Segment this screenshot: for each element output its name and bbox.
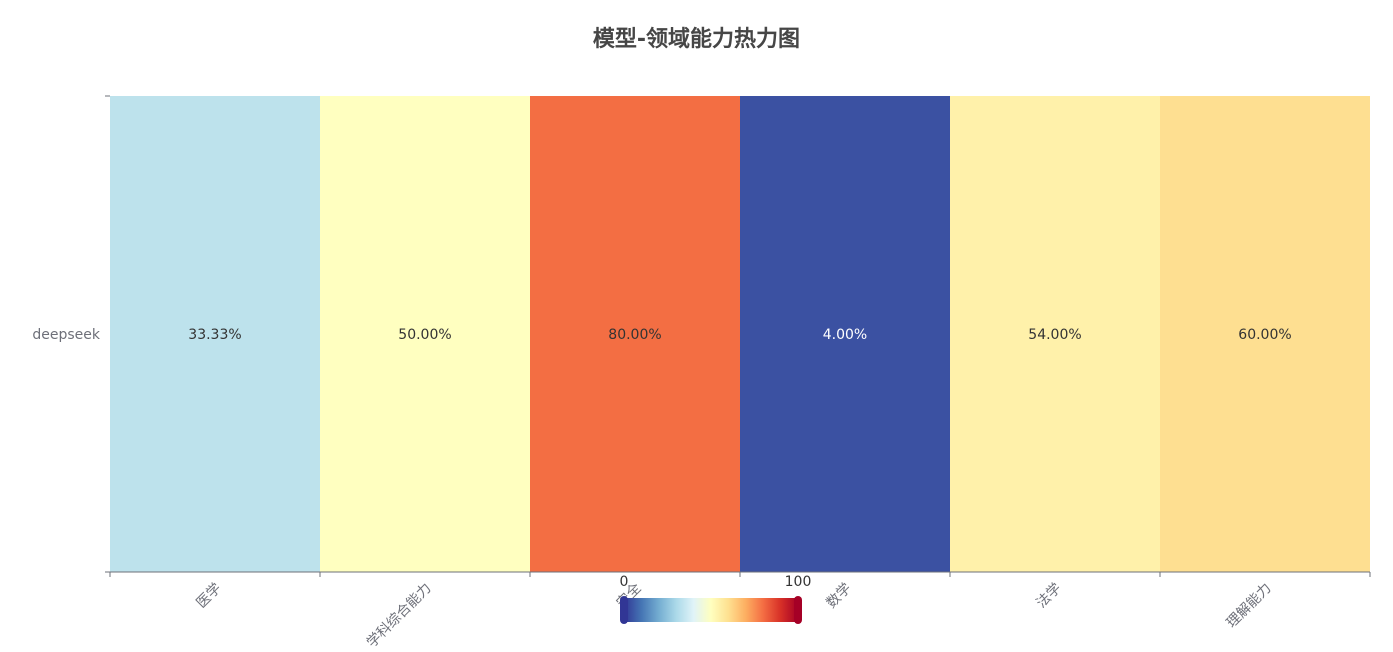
x-axis-label: 数学 xyxy=(823,580,854,611)
cell-value-label: 80.00% xyxy=(608,327,661,343)
heatmap-cell[interactable] xyxy=(1160,96,1370,572)
y-axis-label: deepseek xyxy=(32,327,101,343)
cell-value-label: 60.00% xyxy=(1238,327,1291,343)
cell-value-label: 33.33% xyxy=(188,327,241,343)
x-axis-label: 理解能力 xyxy=(1224,580,1275,631)
cell-value-label: 54.00% xyxy=(1028,327,1081,343)
x-axis-label: 学科综合能力 xyxy=(364,580,435,651)
heatmap-cell[interactable] xyxy=(950,96,1160,572)
visual-map-min-handle[interactable] xyxy=(620,596,628,624)
chart-title: 模型-领域能力热力图 xyxy=(592,27,801,52)
x-axis-label: 法学 xyxy=(1033,580,1064,611)
visual-map-bar xyxy=(624,598,798,622)
heatmap-cell[interactable] xyxy=(740,96,950,572)
heatmap-cell[interactable] xyxy=(320,96,530,572)
heatmap-cell[interactable] xyxy=(110,96,320,572)
heatmap-cell[interactable] xyxy=(530,96,740,572)
cell-value-label: 4.00% xyxy=(823,327,867,343)
visual-map-max-handle[interactable] xyxy=(794,596,802,624)
x-axis-label: 医学 xyxy=(193,580,224,611)
visual-map-min-label: 0 xyxy=(620,574,629,590)
visual-map-max-label: 100 xyxy=(785,574,812,590)
cell-value-label: 50.00% xyxy=(398,327,451,343)
